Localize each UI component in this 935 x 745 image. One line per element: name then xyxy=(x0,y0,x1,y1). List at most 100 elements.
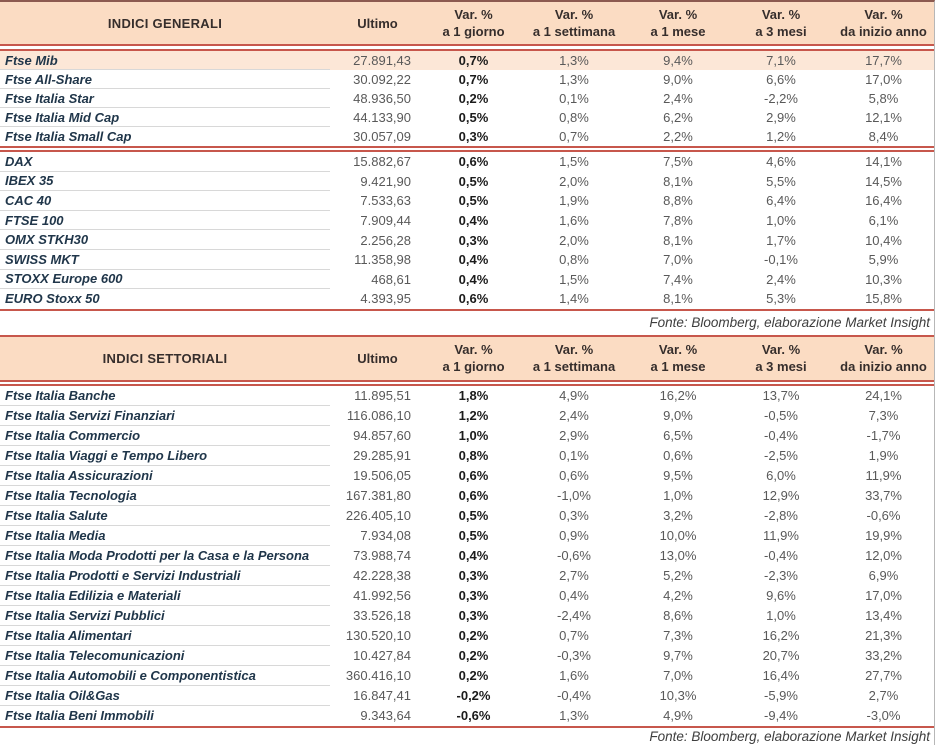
value-ultimo: 16.847,41 xyxy=(353,688,411,704)
value-ultimo: 19.506,05 xyxy=(353,468,411,484)
value-ultimo: 94.857,60 xyxy=(353,428,411,444)
period-label: a 1 giorno xyxy=(442,359,505,375)
period-label: da inizio anno xyxy=(840,359,927,375)
value-var-1settimana: 2,4% xyxy=(559,408,589,424)
value-var-1mese: 7,3% xyxy=(663,628,693,644)
value-var-1settimana: 2,9% xyxy=(559,428,589,444)
value-var-1giorno: 0,3% xyxy=(458,588,489,604)
value-ultimo: 4.393,95 xyxy=(360,291,411,307)
value-var-1giorno: 0,3% xyxy=(458,232,489,248)
value-var-1mese: 8,6% xyxy=(663,608,693,624)
value-ultimo: 73.988,74 xyxy=(353,548,411,564)
index-name: Ftse Italia Assicurazioni xyxy=(0,466,330,486)
value-var-3mesi: 16,4% xyxy=(762,668,800,684)
value-var-1giorno: 1,2% xyxy=(458,408,489,424)
value-var-3mesi: 2,9% xyxy=(766,110,796,125)
table-row: Ftse Italia Assicurazioni 19.506,05 0,6%… xyxy=(0,466,934,486)
value-var-1giorno: 0,6% xyxy=(458,154,489,170)
value-var-1settimana: 1,5% xyxy=(559,154,589,170)
var-label: Var. % xyxy=(554,342,594,358)
index-name: Ftse Italia Beni Immobili xyxy=(5,708,154,724)
value-var-1giorno: 0,3% xyxy=(458,608,489,624)
table-row: Ftse Italia Commercio 94.857,60 1,0% 2,9… xyxy=(0,426,934,446)
value-var-1giorno: 0,4% xyxy=(458,548,489,564)
value-ultimo: 167.381,80 xyxy=(345,488,411,504)
index-name: DAX xyxy=(0,152,330,172)
value-var-1mese: 4,2% xyxy=(663,588,693,604)
value-var-1mese: 6,5% xyxy=(663,428,693,444)
value-var-3mesi: -9,4% xyxy=(764,708,798,724)
value-var-1settimana: -1,0% xyxy=(557,488,591,504)
table-row: Ftse Italia Viaggi e Tempo Libero 29.285… xyxy=(0,446,934,466)
value-var-3mesi: -0,5% xyxy=(764,408,798,424)
value-ultimo: 48.936,50 xyxy=(353,91,411,106)
value-var-1mese: 9,4% xyxy=(663,53,693,68)
value-var-inizio-anno: 17,7% xyxy=(865,53,902,68)
value-var-1mese: 3,2% xyxy=(663,508,693,524)
var-label: Var. % xyxy=(658,7,698,22)
index-name: Ftse Italia Moda Prodotti per la Casa e … xyxy=(0,546,330,566)
table-row: Ftse Italia Servizi Finanziari 116.086,1… xyxy=(0,406,934,426)
value-var-1giorno: -0,6% xyxy=(456,708,491,724)
value-var-inizio-anno: 12,0% xyxy=(865,548,902,564)
value-var-1settimana: 2,0% xyxy=(559,173,589,189)
value-var-1giorno: 0,2% xyxy=(458,648,489,664)
value-ultimo: 468,61 xyxy=(371,271,411,287)
table-row: Ftse Italia Moda Prodotti per la Casa e … xyxy=(0,546,934,566)
column-header-ultimo: Ultimo xyxy=(357,350,398,366)
index-name: Ftse All-Share xyxy=(0,70,330,89)
value-var-3mesi: 4,6% xyxy=(766,154,796,170)
value-ultimo: 33.526,18 xyxy=(353,608,411,624)
index-name: Ftse Italia Viaggi e Tempo Libero xyxy=(0,446,330,466)
value-var-1settimana: 0,3% xyxy=(559,508,589,524)
var-label: Var. % xyxy=(864,342,903,358)
value-var-1giorno: 0,4% xyxy=(458,252,489,268)
value-var-3mesi: 13,7% xyxy=(762,388,800,404)
index-name: Ftse Italia Servizi Finanziari xyxy=(0,406,330,426)
table-row: Ftse Italia Star 48.936,50 0,2% 0,1% 2,4… xyxy=(0,89,934,108)
value-var-1mese: 7,0% xyxy=(663,252,693,268)
value-var-1settimana: 0,7% xyxy=(559,129,589,144)
table-row: OMX STKH30 2.256,28 0,3% 2,0% 8,1% 1,7% … xyxy=(0,230,934,250)
value-var-1giorno: 0,5% xyxy=(458,193,489,209)
value-var-1giorno: 0,2% xyxy=(458,668,489,684)
value-var-1settimana: 1,3% xyxy=(559,53,589,68)
value-var-3mesi: 9,6% xyxy=(766,588,796,604)
value-var-inizio-anno: 1,9% xyxy=(868,448,899,464)
value-var-1settimana: 1,3% xyxy=(559,708,589,724)
table-row: Ftse Italia Edilizia e Materiali 41.992,… xyxy=(0,586,934,606)
column-header-var-3mesi: Var. % a 3 mesi xyxy=(730,341,832,375)
value-ultimo: 130.520,10 xyxy=(345,628,411,644)
value-var-inizio-anno: 14,1% xyxy=(865,154,902,170)
value-var-1giorno: 0,7% xyxy=(458,53,489,68)
value-ultimo: 116.086,10 xyxy=(346,408,411,424)
value-var-inizio-anno: 6,1% xyxy=(868,213,899,229)
table-row: Ftse Italia Servizi Pubblici 33.526,18 0… xyxy=(0,606,934,626)
value-var-1mese: 9,0% xyxy=(663,72,693,87)
single-rule xyxy=(0,725,934,728)
period-label: a 1 settimana xyxy=(532,24,616,39)
var-label: Var. % xyxy=(761,342,801,358)
value-ultimo: 30.057,09 xyxy=(353,129,411,144)
fonte-caption-1: Fonte: Bloomberg, elaborazione Market In… xyxy=(649,315,930,331)
value-var-3mesi: 1,7% xyxy=(766,232,796,248)
period-label: a 3 mesi xyxy=(755,24,807,39)
value-ultimo: 7.533,63 xyxy=(360,193,411,209)
value-var-inizio-anno: 7,3% xyxy=(868,408,899,424)
period-label: a 1 mese xyxy=(650,359,706,375)
value-var-inizio-anno: 15,8% xyxy=(865,291,902,307)
index-name: Ftse Italia Tecnologia xyxy=(0,486,330,506)
double-rule xyxy=(0,379,934,386)
value-var-3mesi: 6,6% xyxy=(766,72,796,87)
value-var-3mesi: 6,4% xyxy=(766,193,796,209)
value-var-1giorno: 0,6% xyxy=(458,488,489,504)
period-label: a 1 mese xyxy=(650,24,706,39)
table-row: IBEX 35 9.421,90 0,5% 2,0% 8,1% 5,5% 14,… xyxy=(0,172,934,192)
fonte-caption-2: Fonte: Bloomberg, elaborazione Market In… xyxy=(649,728,930,744)
value-var-1mese: 8,1% xyxy=(663,232,693,248)
value-var-3mesi: -0,4% xyxy=(764,428,798,444)
value-ultimo: 41.992,56 xyxy=(353,588,411,604)
table-row: Ftse Italia Small Cap 30.057,09 0,3% 0,7… xyxy=(0,127,934,146)
value-var-1giorno: 0,6% xyxy=(458,468,489,484)
value-var-inizio-anno: 27,7% xyxy=(865,668,902,684)
